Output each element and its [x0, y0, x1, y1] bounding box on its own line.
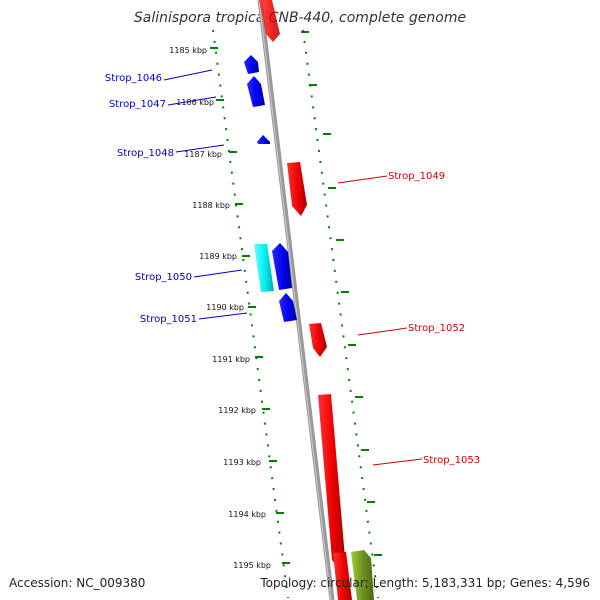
gene-arrow-strop-1053[interactable] [318, 394, 345, 570]
tick-1194: 1194 kbp [228, 510, 284, 519]
gene-arrow-strop-1047[interactable] [247, 76, 265, 107]
gene-label: Strop_1049 [388, 171, 445, 182]
tick-label: 1192 kbp [218, 406, 256, 415]
tick-1193: 1193 kbp [223, 458, 277, 467]
genome-info-text: Topology: circular; Length: 5,183,331 bp… [259, 576, 590, 590]
label-strop-1048[interactable]: Strop_1048 [117, 144, 225, 159]
left-gc-track [212, 29, 289, 599]
accession-text: Accession: NC_009380 [9, 576, 145, 590]
tick-label: 1194 kbp [228, 510, 266, 519]
tick-1189: 1189 kbp [199, 252, 250, 261]
gene-arrow-strop-1049[interactable] [287, 162, 307, 216]
tick-label: 1195 kbp [233, 561, 271, 570]
gene-arrow-strop-1046[interactable] [244, 55, 259, 74]
tick-1195: 1195 kbp [233, 561, 290, 570]
tick-label: 1190 kbp [206, 303, 244, 312]
tick-1188: 1188 kbp [192, 201, 243, 210]
gene-arrow-top-partial[interactable] [259, 0, 280, 42]
gene-arrow-strop-1050[interactable] [254, 244, 274, 292]
tick-label: 1189 kbp [199, 252, 237, 261]
label-strop-1047[interactable]: Strop_1047 [109, 96, 217, 110]
gene-arrow-strop-1051[interactable] [279, 293, 297, 322]
label-strop-1049[interactable]: Strop_1049 [337, 171, 445, 184]
label-strop-1053[interactable]: Strop_1053 [372, 455, 480, 466]
tick-label: 1185 kbp [169, 46, 207, 55]
tick-label: 1186 kbp [176, 98, 214, 107]
tick-1185: 1185 kbp [169, 46, 218, 55]
gene-label: Strop_1046 [105, 73, 162, 84]
tick-label: 1193 kbp [223, 458, 261, 467]
backbone-highlight [258, 0, 332, 600]
gene-arrow-bottom-red[interactable] [333, 552, 352, 600]
tick-label: 1191 kbp [212, 355, 250, 364]
tick-1192: 1192 kbp [218, 406, 270, 415]
tick-1187: 1187 kbp [184, 150, 237, 159]
genome-backbone [257, 0, 335, 600]
label-strop-1050[interactable]: Strop_1050 [135, 269, 243, 283]
gene-arrow-blue-1050b[interactable] [272, 243, 292, 290]
gene-label: Strop_1053 [423, 455, 480, 466]
gene-label: Strop_1048 [117, 148, 174, 159]
tick-1191: 1191 kbp [212, 355, 263, 364]
right-gc-track [302, 29, 379, 599]
label-strop-1051[interactable]: Strop_1051 [140, 312, 248, 325]
gene-label: Strop_1050 [135, 272, 192, 283]
map-title: Salinispora tropica CNB-440, complete ge… [134, 10, 466, 26]
tick-1190: 1190 kbp [206, 303, 256, 312]
tick-1186: 1186 kbp [176, 98, 224, 107]
tick-label: 1187 kbp [184, 150, 222, 159]
gene-arrow-strop-1048[interactable] [257, 135, 270, 144]
gene-arrow-bottom-olive[interactable] [351, 550, 374, 600]
scale-ticks: 1185 kbp 1186 kbp 1187 kbp 1188 kbp 1189… [169, 46, 290, 570]
gene-label: Strop_1047 [109, 99, 166, 110]
gene-label: Strop_1051 [140, 314, 197, 325]
right-track-marks [301, 31, 382, 556]
gene-arrow-strop-1052[interactable] [309, 323, 327, 357]
tick-label: 1188 kbp [192, 201, 230, 210]
label-strop-1046[interactable]: Strop_1046 [105, 69, 213, 84]
gene-label: Strop_1052 [408, 323, 465, 334]
label-strop-1052[interactable]: Strop_1052 [357, 323, 465, 336]
